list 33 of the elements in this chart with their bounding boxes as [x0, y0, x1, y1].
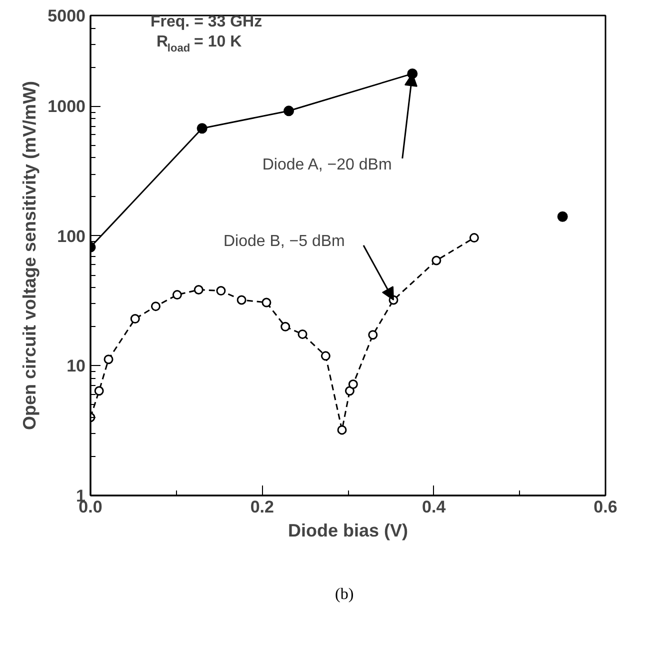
point — [298, 329, 308, 339]
y-tick-label: 5000 — [48, 6, 86, 26]
point — [262, 298, 272, 308]
x-tick-label: 0.6 — [594, 498, 618, 516]
text: (b) — [335, 585, 354, 605]
point — [150, 302, 160, 312]
point — [469, 233, 479, 243]
point — [557, 211, 568, 222]
point — [196, 123, 208, 134]
point — [348, 380, 358, 389]
point — [320, 351, 330, 361]
point — [337, 425, 347, 435]
annotation: Freq. = 33 GHz — [150, 14, 262, 30]
annotation: Diode B, −5 dBm — [223, 233, 345, 250]
point — [432, 256, 442, 266]
point — [172, 290, 182, 300]
point — [368, 330, 378, 340]
point — [284, 106, 294, 116]
point — [236, 295, 246, 305]
annotation: Diode A, −20 dBm — [262, 156, 392, 174]
y-tick-label: 1000 — [48, 97, 86, 116]
x-tick-label: 0.4 — [422, 498, 446, 516]
point — [94, 386, 104, 396]
y-axis-title: Open circuit voltage sensitivity (mV/mW) — [20, 80, 40, 430]
x-tick-label: 0.2 — [250, 498, 274, 516]
point — [280, 322, 290, 332]
y-tick-label: 10 — [66, 356, 86, 376]
point — [216, 286, 226, 296]
point — [104, 354, 114, 364]
point — [194, 285, 204, 295]
point — [130, 314, 140, 324]
y-tick-label: 100 — [57, 226, 86, 246]
x-axis-title: Diode bias (V) — [288, 520, 408, 540]
